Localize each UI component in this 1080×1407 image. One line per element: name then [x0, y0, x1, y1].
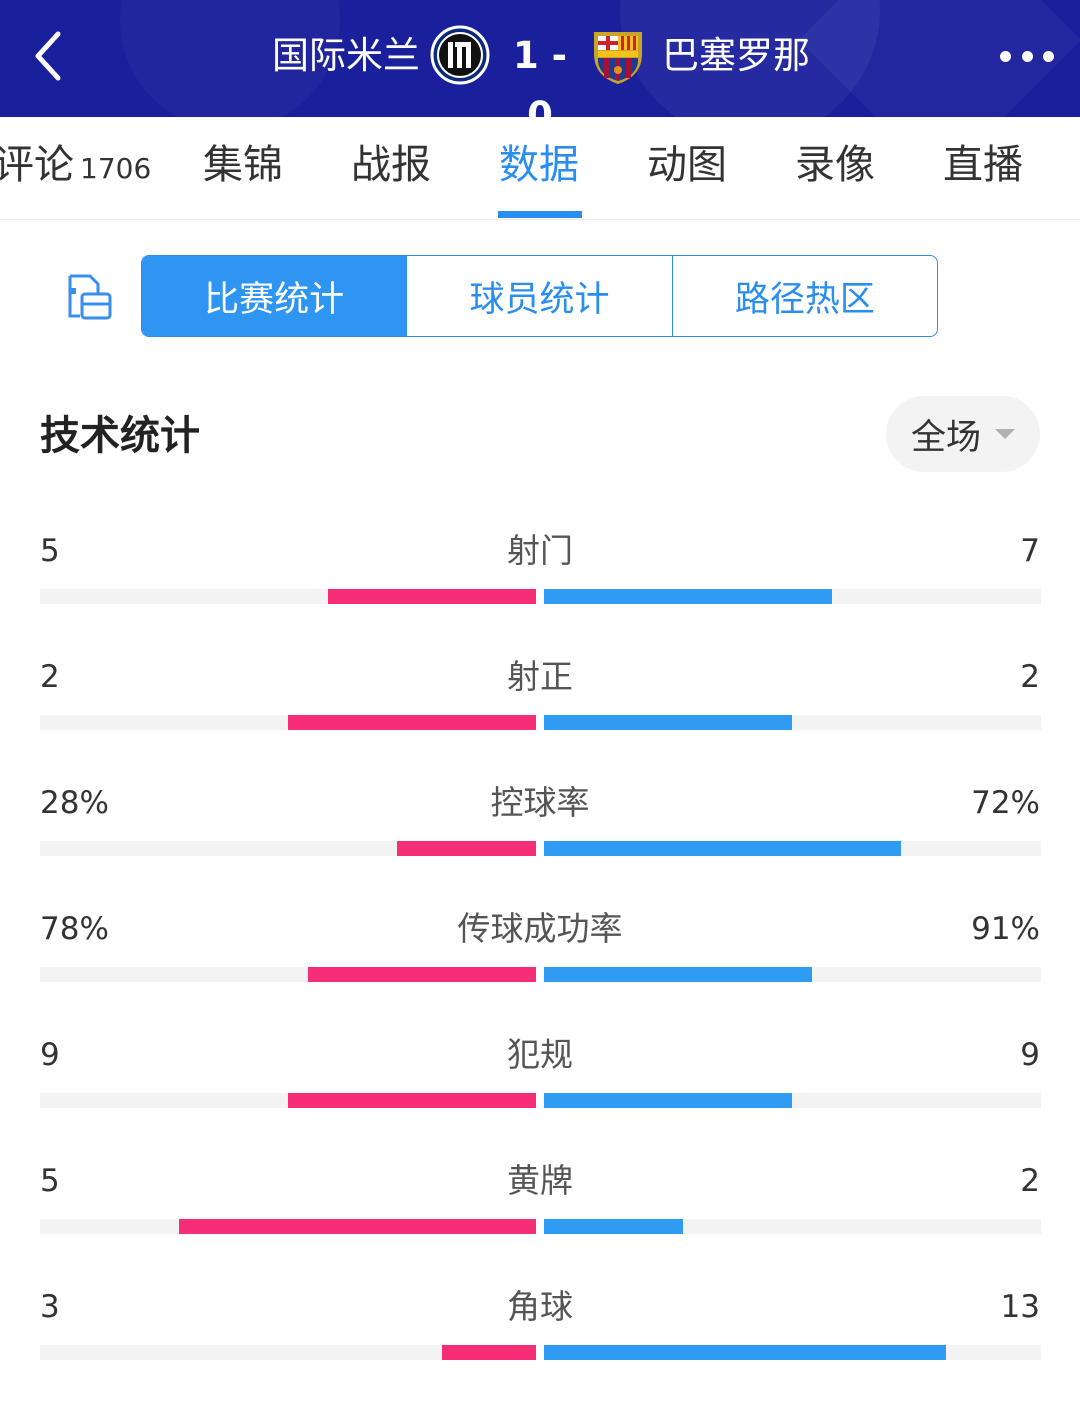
segment-heatmap[interactable]: 路径热区 — [671, 256, 937, 336]
stat-home-value: 2 — [40, 659, 60, 695]
stat-home-track — [40, 1345, 536, 1360]
header-decoration — [620, 0, 880, 117]
tab-data[interactable]: 数据 — [499, 142, 579, 188]
period-dropdown-value: 全场 — [910, 417, 981, 458]
stat-row: 28% 控球率 72% — [0, 783, 1080, 903]
stat-label: 控球率 — [490, 783, 590, 822]
tab-comments-label: 评论 — [0, 142, 74, 188]
tab-report[interactable]: 战报 — [351, 142, 431, 188]
stat-home-bar — [288, 1093, 536, 1108]
stat-label: 黄牌 — [507, 1161, 573, 1200]
stat-away-value: 2 — [1020, 1163, 1040, 1199]
stat-away-track — [544, 589, 1041, 604]
stat-away-track — [544, 841, 1041, 856]
tab-highlights[interactable]: 集锦 — [203, 142, 283, 188]
back-arrow-icon[interactable] — [28, 26, 72, 86]
stat-away-bar — [544, 715, 792, 730]
stat-row: 5 黄牌 2 — [0, 1161, 1080, 1281]
stat-home-value: 9 — [40, 1037, 60, 1073]
stat-home-bar — [397, 841, 536, 856]
dropdown-caret-icon — [995, 429, 1015, 439]
stat-away-value: 2 — [1020, 659, 1040, 695]
stat-label: 射正 — [507, 657, 573, 696]
stat-home-track — [40, 715, 536, 730]
stat-home-track — [40, 967, 536, 982]
stat-away-bar — [544, 967, 812, 982]
stat-away-bar — [544, 1093, 792, 1108]
stat-away-bar — [544, 841, 901, 856]
stat-away-bar — [544, 589, 832, 604]
stat-home-track — [40, 841, 536, 856]
period-dropdown[interactable]: 全场 — [886, 396, 1040, 472]
stat-label: 传球成功率 — [457, 909, 623, 948]
stat-away-track — [544, 967, 1041, 982]
match-score: 1 - 0 — [513, 34, 567, 117]
content-tabs: 评论 1706 集锦 战报 数据 动图 录像 直播 — [0, 117, 1080, 220]
stat-label: 射门 — [507, 531, 573, 570]
stat-home-value: 28% — [40, 785, 109, 821]
stat-away-value: 72% — [971, 785, 1040, 821]
stat-away-value: 7 — [1020, 533, 1040, 569]
stat-away-value: 91% — [971, 911, 1040, 947]
stat-away-value: 9 — [1020, 1037, 1040, 1073]
stat-row: 2 射正 2 — [0, 657, 1080, 777]
home-team-name[interactable]: 国际米兰 — [272, 34, 420, 77]
fc-barcelona-logo-icon[interactable] — [588, 24, 648, 86]
stat-label: 角球 — [507, 1287, 573, 1326]
inter-milan-logo-icon[interactable] — [430, 24, 490, 86]
stat-home-bar — [288, 715, 536, 730]
tab-replay[interactable]: 录像 — [795, 142, 875, 188]
stat-away-bar — [544, 1219, 683, 1234]
stat-label: 犯规 — [507, 1035, 573, 1074]
tab-live[interactable]: 直播 — [943, 142, 1023, 188]
stat-home-bar — [179, 1219, 536, 1234]
stat-row: 3 角球 13 — [0, 1287, 1080, 1407]
active-tab-indicator — [498, 211, 582, 218]
stat-home-track — [40, 1093, 536, 1108]
stat-row: 9 犯规 9 — [0, 1035, 1080, 1155]
tab-comments[interactable]: 评论 1706 — [0, 139, 151, 195]
stat-away-track — [544, 715, 1041, 730]
stat-home-track — [40, 589, 536, 604]
away-team-name[interactable]: 巴塞罗那 — [662, 34, 810, 77]
stat-home-value: 5 — [40, 533, 60, 569]
stat-away-track — [544, 1345, 1041, 1360]
stat-home-bar — [442, 1345, 536, 1360]
segment-player-stats[interactable]: 球员统计 — [406, 256, 671, 336]
stat-home-track — [40, 1219, 536, 1234]
match-header: 国际米兰 1 - 0 — [0, 0, 1080, 117]
stat-away-bar — [544, 1345, 946, 1360]
stat-home-value: 78% — [40, 911, 109, 947]
stat-row: 5 射门 7 — [0, 531, 1080, 651]
more-dot — [1043, 50, 1054, 62]
stat-home-value: 5 — [40, 1163, 60, 1199]
segment-match-stats[interactable]: 比赛统计 — [142, 256, 407, 336]
share-screenshot-icon[interactable] — [62, 272, 116, 322]
stat-home-bar — [308, 967, 536, 982]
stat-away-value: 13 — [1000, 1289, 1040, 1325]
stat-home-value: 3 — [40, 1289, 60, 1325]
section-title: 技术统计 — [40, 413, 200, 459]
stat-home-bar — [328, 589, 536, 604]
stat-row: 78% 传球成功率 91% — [0, 909, 1080, 1029]
more-dot — [1021, 50, 1033, 62]
comment-count: 1706 — [80, 152, 152, 185]
match-score-bar: 国际米兰 1 - 0 — [0, 0, 1080, 117]
more-options-icon[interactable] — [1000, 38, 1054, 74]
more-dot — [1000, 50, 1011, 62]
stat-away-track — [544, 1219, 1041, 1234]
stats-segment-control: 比赛统计 球员统计 路径热区 — [141, 255, 938, 337]
tab-gifs[interactable]: 动图 — [647, 142, 727, 188]
stat-away-track — [544, 1093, 1041, 1108]
